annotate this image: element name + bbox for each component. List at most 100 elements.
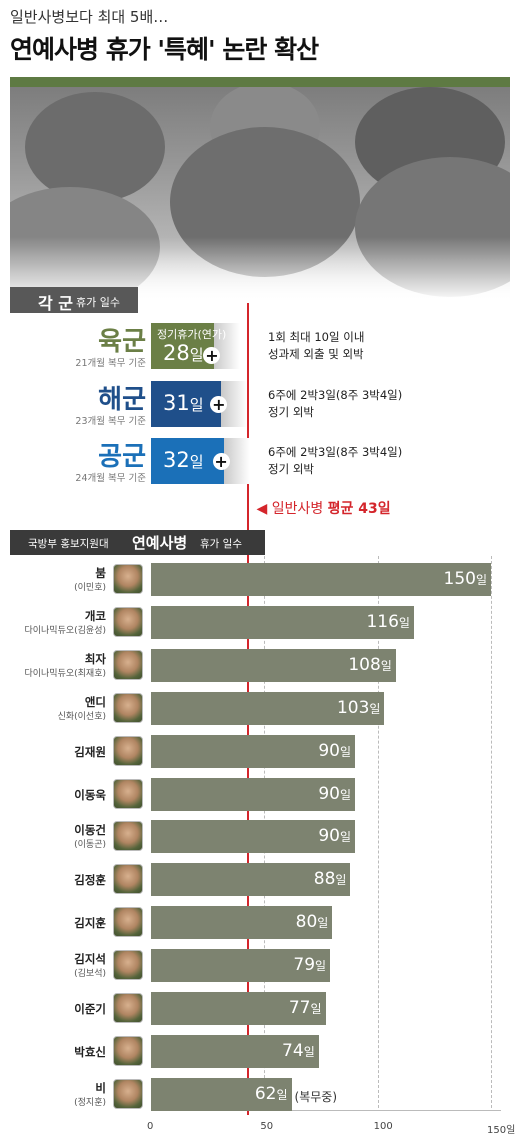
- bar-label-1: 116일: [366, 612, 410, 632]
- bar-10: [151, 992, 326, 1025]
- bar-label-num-4: 90: [318, 740, 340, 761]
- plus-icon-0: +: [203, 346, 221, 365]
- avatar-8: [113, 907, 143, 938]
- bar-label-unit-11: 일: [303, 1044, 315, 1059]
- celeb-name-1: 개코: [84, 608, 106, 623]
- plus-icon-1: +: [210, 395, 228, 414]
- branch-section-title-big: 각 군: [38, 294, 74, 313]
- celeb-sub-3: 신화(이선호): [57, 711, 106, 722]
- celeb-name-0: 붐: [95, 566, 106, 580]
- avatar-10: [113, 993, 143, 1023]
- bar-label-num-7: 88: [313, 869, 336, 890]
- celeb-name-4: 김재원: [74, 744, 106, 759]
- header-divider: [10, 77, 510, 87]
- bar-label-num-0: 150: [443, 569, 476, 589]
- bar-label-unit-7: 일: [335, 873, 347, 888]
- bar-label-unit-5: 일: [339, 787, 351, 802]
- bar-label-num-12: 62: [254, 1083, 277, 1104]
- bar-note-12: (복무중): [294, 1089, 338, 1104]
- bar-label-7: 88일: [314, 869, 347, 889]
- celeb-name-5: 이동욱: [74, 787, 106, 802]
- celeb-name-8: 김지훈: [74, 916, 106, 931]
- celeb-section-title: 국방부 홍보지원대 연예사병 휴가 일수: [10, 530, 265, 555]
- bar-label-4: 90일: [318, 741, 351, 761]
- branch-days-label-1: 31일: [163, 391, 204, 415]
- branch-name-1: 해군: [98, 385, 146, 415]
- x-tick-1: 50: [260, 1121, 274, 1132]
- bar-label-unit-3: 일: [369, 701, 381, 716]
- bar-label-num-5: 90: [318, 783, 340, 804]
- bar-label-unit-0: 일: [475, 573, 487, 587]
- branch-note2-1: 정기 외박: [268, 405, 314, 419]
- branch-service-2: 24개월 복무 기준: [75, 473, 146, 484]
- bar-7: [151, 863, 351, 897]
- bar-label-8: 80일: [296, 912, 329, 932]
- celeb-name-11: 박효신: [74, 1044, 106, 1059]
- bar-label-num-1: 116: [366, 611, 399, 632]
- branch-section-title: 각 군 휴가 일수: [10, 287, 138, 313]
- branch-note2-0: 성과제 외출 및 외박: [268, 347, 364, 361]
- bar-label-12: 62일: [255, 1084, 288, 1104]
- branch-bar-shade-0: [214, 323, 241, 369]
- branch-days-unit-0: 일: [189, 346, 204, 364]
- x-tick-3: 150일: [487, 1125, 516, 1136]
- leave-header: 정기휴가(연가): [157, 328, 227, 341]
- branch-section-title-small: 휴가 일수: [76, 296, 120, 309]
- average-label-bold: 평균 43일: [327, 501, 391, 517]
- bar-label-5: 90일: [318, 784, 351, 804]
- celeb-sub-2: 다이나믹듀오(최재호): [24, 668, 106, 679]
- bar-label-unit-6: 일: [339, 830, 351, 845]
- bar-4: [151, 734, 355, 768]
- celeb-sub-1: 다이나믹듀오(김윤성): [24, 625, 106, 636]
- avatar-0: [113, 564, 143, 594]
- bar-1: [151, 605, 414, 639]
- bar-label-6: 90일: [318, 826, 351, 846]
- bar-0: [151, 563, 491, 596]
- branch-days-num-0: 28: [163, 341, 190, 365]
- bar-label-num-3: 103: [336, 697, 370, 718]
- avatar-7: [113, 864, 143, 895]
- bar-label-unit-12: 일: [276, 1087, 288, 1102]
- branch-name-2: 공군: [98, 442, 146, 472]
- celeb-name-7: 김정훈: [74, 873, 106, 888]
- bar-label-num-6: 90: [318, 826, 340, 847]
- celeb-name-10: 이준기: [74, 1002, 106, 1016]
- gridline-150: [491, 556, 492, 1108]
- branch-days-num-1: 31: [163, 391, 190, 415]
- avatar-12: [113, 1078, 143, 1109]
- bar-2: [151, 648, 396, 682]
- bar-label-num-9: 79: [293, 955, 316, 976]
- avatar-9: [113, 950, 143, 981]
- celeb-name-3: 앤디: [84, 694, 106, 709]
- avatar-5: [113, 778, 143, 809]
- bar-label-3: 103일: [337, 698, 381, 718]
- branch-note1-1: 6주에 2박3일(8주 3박4일): [268, 388, 403, 402]
- average-label: ◀ 일반사병 평균 43일: [256, 498, 390, 518]
- bar-label-10: 77일: [289, 998, 322, 1018]
- celeb-sub-9: (김보석): [74, 969, 106, 980]
- celeb-name-12: 비: [95, 1080, 106, 1095]
- branch-days-num-2: 32: [163, 448, 190, 472]
- bar-12: [151, 1077, 292, 1111]
- x-tick-0: 0: [147, 1121, 154, 1132]
- bar-11: [151, 1034, 319, 1068]
- bar-label-9: 79일: [293, 955, 326, 975]
- bar-5: [151, 777, 355, 811]
- page-title: 연예사병 휴가 '특혜' 논란 확산: [10, 35, 319, 64]
- bar-label-2: 108일: [348, 655, 392, 675]
- avatar-2: [113, 649, 143, 680]
- bar-label-unit-2: 일: [380, 658, 392, 673]
- celeb-sub-6: (이동곤): [74, 840, 106, 851]
- celeb-section-title-prefix: 국방부 홍보지원대: [28, 538, 109, 550]
- bar-label-unit-9: 일: [315, 959, 327, 974]
- average-label-text: 일반사병: [271, 501, 328, 517]
- bar-label-unit-10: 일: [310, 1002, 322, 1016]
- bar-label-unit-8: 일: [317, 916, 329, 931]
- celeb-section-title-suffix: 휴가 일수: [200, 538, 242, 550]
- avatar-4: [113, 735, 143, 766]
- avatar-1: [113, 606, 143, 637]
- branch-service-0: 21개월 복무 기준: [75, 358, 146, 369]
- gridline-100: [377, 556, 379, 1108]
- avatar-3: [113, 692, 143, 723]
